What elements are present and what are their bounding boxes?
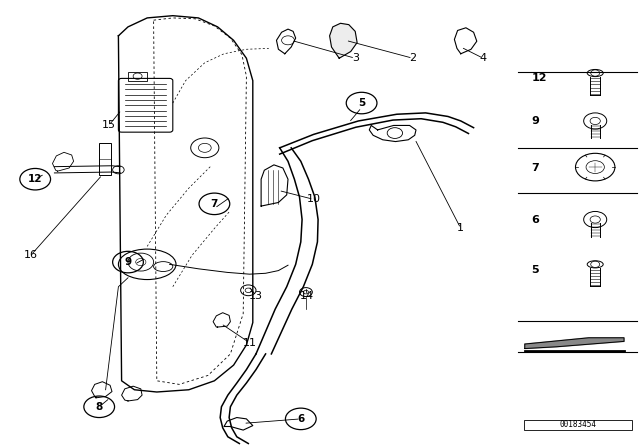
Text: 6: 6 [297,414,305,424]
Text: 9: 9 [124,257,132,267]
Text: 16: 16 [24,250,38,260]
Text: 7: 7 [211,199,218,209]
Bar [524,420,632,430]
Text: 9: 9 [531,116,539,126]
Text: 00183454: 00183454 [559,420,596,429]
Text: 5: 5 [358,98,365,108]
Text: 12: 12 [531,73,547,83]
Text: 10: 10 [307,194,321,204]
Text: 6: 6 [531,215,539,224]
Text: 13: 13 [249,291,263,301]
Bar [128,72,147,81]
Text: 12: 12 [28,174,42,184]
Text: 8: 8 [95,402,103,412]
Text: 15: 15 [102,121,116,130]
Polygon shape [525,338,624,349]
Bar [99,143,111,175]
Polygon shape [330,23,357,58]
Text: 7: 7 [531,163,539,173]
Text: 4: 4 [479,53,487,63]
Text: 14: 14 [300,291,314,301]
Text: 3: 3 [352,53,358,63]
Text: 11: 11 [243,338,257,348]
Text: 2: 2 [409,53,417,63]
Text: 1: 1 [458,224,464,233]
Text: 5: 5 [531,265,539,275]
